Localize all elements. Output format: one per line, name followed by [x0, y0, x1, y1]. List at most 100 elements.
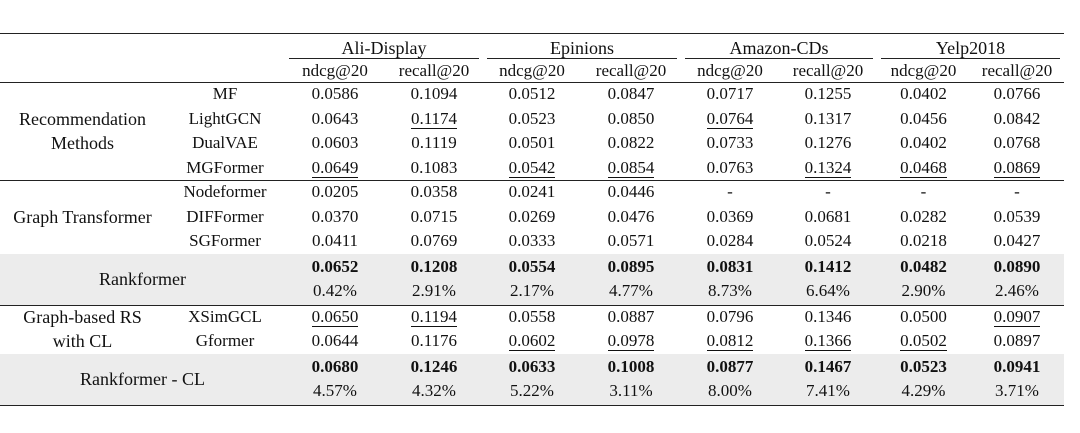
metric-value: 0.0269: [483, 205, 581, 229]
header-datasets-row: Ali-Display Epinions Amazon-CDs Yelp2018: [0, 33, 1064, 59]
metric-value-text: 0.0869: [993, 157, 1041, 178]
metric-value: -: [681, 180, 779, 204]
metric-value-text: 0.0402: [900, 84, 947, 103]
metric-value: 2.91%: [385, 279, 483, 303]
metric-value-text: 0.0402: [900, 133, 947, 152]
method-name: MGFormer: [186, 157, 264, 177]
dataset-underline: [881, 58, 1060, 59]
metric-value-text: 0.0284: [706, 231, 754, 250]
metric-value: 0.0218: [877, 229, 970, 253]
metric-value: 0.0411: [285, 229, 385, 253]
metric-value-text: 0.0764: [706, 108, 754, 129]
metric-value-text: 5.22%: [510, 381, 554, 400]
metric-value-text: 0.1255: [804, 84, 852, 103]
table-rule: [0, 304, 1064, 306]
metric-value-text: 0.0633: [508, 356, 556, 376]
metric-value: -: [970, 180, 1064, 204]
metric-value: 4.29%: [877, 379, 970, 403]
metric-header: ndcg@20: [302, 61, 368, 80]
metric-value-text: 0.1467: [804, 356, 852, 376]
metric-value-text: 4.32%: [412, 381, 456, 400]
metric-value: 0.0554: [483, 255, 581, 279]
metric-value: 0.0907: [970, 305, 1064, 329]
metric-value-text: 0.0717: [706, 84, 754, 103]
metric-value: 0.0768: [970, 131, 1064, 155]
metric-value: 0.0812: [681, 329, 779, 353]
metric-value-text: 0.0241: [508, 182, 556, 201]
metric-value-text: 2.91%: [412, 281, 456, 300]
metric-value: 0.0763: [681, 156, 779, 180]
metric-value-text: 0.0524: [804, 231, 852, 250]
method-name: DualVAE: [192, 133, 258, 152]
metric-value: 0.0877: [681, 355, 779, 379]
metric-value-text: 0.0822: [607, 133, 655, 152]
metric-value: 0.0941: [970, 355, 1064, 379]
metric-value-text: 2.46%: [995, 281, 1039, 300]
metric-value: 7.41%: [779, 379, 877, 403]
metric-value-text: 0.0411: [311, 231, 359, 250]
metric-value: 0.0369: [681, 205, 779, 229]
metric-value-text: 0.0571: [607, 231, 655, 250]
method-name: LightGCN: [188, 108, 262, 128]
metric-value: 0.0890: [970, 255, 1064, 279]
metric-header: ndcg@20: [499, 61, 565, 80]
metric-value: 0.0282: [877, 205, 970, 229]
metric-value-text: 0.0482: [900, 256, 947, 276]
metric-value-text: 0.0897: [993, 331, 1041, 350]
dataset-header: Ali-Display: [341, 38, 427, 58]
metric-value: 4.57%: [285, 379, 385, 403]
metric-value-text: 0.0766: [993, 84, 1041, 103]
metric-value: 8.73%: [681, 279, 779, 303]
highlight-block: [0, 253, 1064, 305]
metric-value-text: 4.29%: [901, 381, 946, 400]
metric-value-text: 0.1094: [410, 84, 458, 103]
metric-value: 4.77%: [581, 279, 681, 303]
metric-value: 0.0558: [483, 305, 581, 329]
metric-value-text: 0.0644: [311, 331, 359, 350]
metric-value-text: 0.0370: [311, 206, 359, 226]
table-row: MF 0.0586 0.1094 0.0512 0.0847 0.0717 0.1255 0.…: [0, 82, 1064, 107]
method-name: Nodeformer: [183, 182, 267, 201]
metric-value-text: 0.0603: [311, 133, 359, 152]
metric-value: 0.0501: [483, 131, 581, 155]
metric-value-text: 0.1324: [804, 157, 852, 178]
metric-value-text: 0.0681: [804, 206, 852, 226]
metric-value-text: 0.0895: [607, 256, 655, 276]
metric-value-text: 0.0502: [900, 331, 947, 351]
metric-value: 0.0680: [285, 355, 385, 379]
metric-value-text: 0.1008: [607, 356, 655, 376]
metric-value-text: 0.0542: [508, 157, 556, 178]
metric-value: 0.0523: [877, 355, 970, 379]
table-row: Gformer 0.0644 0.1176 0.0602 0.0978 0.0812 0.1…: [0, 329, 1064, 354]
metric-value: 0.0847: [581, 82, 681, 106]
metric-value: 0.0715: [385, 205, 483, 229]
metric-value-text: 0.0796: [706, 306, 754, 326]
metric-value-text: 0.0768: [993, 133, 1041, 152]
metric-value-text: 0.0652: [311, 256, 359, 276]
metric-value: 5.22%: [483, 379, 581, 403]
metric-value: 0.0766: [970, 82, 1064, 106]
metric-value-text: 0.0512: [508, 84, 556, 103]
metric-value: 0.0205: [285, 180, 385, 204]
metric-value: 0.0643: [285, 107, 385, 131]
metric-value: 0.0869: [970, 156, 1064, 180]
metric-value-text: -: [920, 182, 927, 201]
metric-value: 0.0456: [877, 107, 970, 131]
metric-value: 0.1008: [581, 355, 681, 379]
metric-value: 0.0358: [385, 180, 483, 204]
metric-value-text: 0.0333: [508, 231, 556, 250]
metric-value-text: 0.0468: [900, 157, 947, 178]
dataset-header: Yelp2018: [935, 38, 1006, 58]
metric-value-text: 0.0978: [607, 331, 655, 351]
table-row: SGFormer 0.0411 0.0769 0.0333 0.0571 0.0284 0.…: [0, 229, 1064, 254]
metric-value: 0.0333: [483, 229, 581, 253]
metric-value: 0.0402: [877, 131, 970, 155]
highlight-values-row: 0.0652 0.1208 0.0554 0.0895 0.0831 0.1412 0.04…: [0, 255, 1064, 280]
dataset-underline: [487, 58, 677, 59]
method-name: XSimGCL: [188, 306, 262, 326]
metric-value-text: 0.0446: [607, 182, 655, 201]
metric-value-text: 0.42%: [313, 281, 357, 300]
metric-value: 0.0796: [681, 305, 779, 329]
metric-value: 0.1255: [779, 82, 877, 106]
metric-value-text: 0.1366: [804, 331, 852, 351]
